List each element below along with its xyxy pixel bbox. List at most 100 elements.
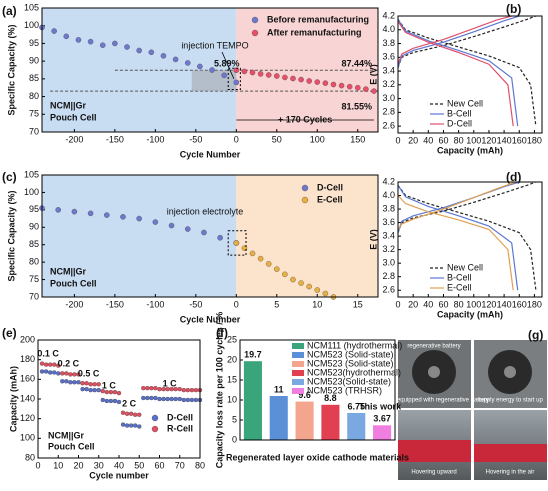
point bbox=[355, 84, 361, 91]
y-tick-label: 0 bbox=[232, 434, 237, 444]
note: injection electrolyte bbox=[167, 206, 244, 216]
legend-label: D-Cell bbox=[447, 118, 472, 128]
point bbox=[181, 397, 186, 403]
point bbox=[233, 67, 240, 73]
point bbox=[51, 28, 57, 34]
y-tick-label: 4.2 bbox=[382, 10, 395, 20]
legend-swatch bbox=[151, 414, 159, 422]
legend-swatch bbox=[292, 370, 304, 376]
x-tick-label: 60 bbox=[154, 460, 164, 470]
point bbox=[43, 369, 49, 374]
point bbox=[108, 389, 114, 395]
y-tick-label: 180 bbox=[20, 354, 35, 364]
point bbox=[120, 214, 126, 220]
y-axis-label: Capacity loss rate per 100 cycles / % bbox=[214, 312, 224, 469]
legend-label: Before remanufacturing bbox=[267, 14, 369, 24]
point bbox=[184, 226, 191, 232]
y-tick-label: 3.4 bbox=[382, 230, 395, 240]
photo-caption: regenerative battery bbox=[407, 344, 460, 350]
legend-swatch bbox=[292, 352, 304, 358]
point bbox=[160, 53, 167, 59]
y-tick-label: 3.8 bbox=[382, 203, 395, 213]
point bbox=[177, 396, 182, 402]
point bbox=[153, 386, 158, 391]
point bbox=[63, 33, 70, 40]
drone-hub bbox=[504, 366, 516, 378]
point bbox=[233, 240, 240, 246]
point bbox=[249, 69, 256, 76]
point bbox=[265, 72, 272, 78]
y-tick-label: 90 bbox=[29, 56, 39, 66]
point bbox=[217, 234, 223, 241]
point bbox=[128, 423, 134, 428]
x-tick-label: 100 bbox=[310, 134, 325, 144]
value-label: 8.8 bbox=[324, 393, 337, 403]
note: 81.55% bbox=[341, 101, 372, 111]
x-axis-label: Regenerated layer oxide cathode material… bbox=[226, 452, 409, 462]
point bbox=[153, 395, 158, 401]
point bbox=[193, 397, 199, 403]
point bbox=[96, 382, 101, 387]
y-tick-label: 3.0 bbox=[382, 93, 395, 103]
y-axis-label: E (V) bbox=[368, 64, 378, 85]
point bbox=[120, 422, 126, 427]
point bbox=[136, 47, 142, 54]
curve bbox=[397, 181, 516, 230]
point bbox=[257, 71, 264, 77]
panel-label: (c) bbox=[2, 170, 17, 184]
point bbox=[149, 395, 154, 401]
point bbox=[52, 362, 57, 367]
x-tick-label: 0 bbox=[395, 135, 400, 145]
x-tick-label: -100 bbox=[146, 299, 164, 309]
x-tick-label: -150 bbox=[106, 134, 124, 144]
note: 1 C bbox=[163, 378, 178, 388]
point bbox=[371, 88, 377, 94]
x-tick-label: 10 bbox=[312, 299, 322, 309]
point bbox=[306, 283, 312, 290]
drone-hub bbox=[428, 366, 440, 378]
point bbox=[157, 387, 162, 392]
x-tick-label: 100 bbox=[466, 299, 481, 309]
curve bbox=[397, 19, 537, 127]
point bbox=[152, 219, 159, 225]
bar bbox=[295, 401, 314, 440]
bar bbox=[373, 425, 392, 440]
x-axis-label: Capacity (mAh) bbox=[437, 145, 503, 155]
y-tick-label: 140 bbox=[20, 393, 35, 403]
highlight-box bbox=[191, 70, 237, 92]
point bbox=[112, 389, 118, 395]
point bbox=[322, 80, 329, 86]
value-label: 9.6 bbox=[298, 390, 311, 400]
y-tick-label: 70 bbox=[29, 126, 39, 136]
note: 1 C bbox=[102, 380, 117, 390]
y-tick-label: 100 bbox=[20, 433, 35, 443]
x-tick-label: 0 bbox=[234, 299, 239, 309]
y-tick-label: 4.0 bbox=[382, 190, 395, 200]
point bbox=[84, 381, 89, 386]
y-tick-label: 200 bbox=[20, 334, 35, 344]
point bbox=[76, 380, 81, 385]
point bbox=[56, 363, 61, 368]
x-tick-label: 0 bbox=[35, 460, 40, 470]
note: Pouch Cell bbox=[50, 112, 97, 122]
point bbox=[80, 381, 85, 386]
x-tick-label: 0 bbox=[395, 299, 400, 309]
legend-label: D-Cell bbox=[167, 412, 193, 422]
point bbox=[71, 208, 78, 215]
point bbox=[52, 370, 57, 375]
point bbox=[60, 371, 65, 376]
legend-swatch bbox=[151, 425, 159, 433]
curve bbox=[397, 185, 519, 291]
y-tick-label: 105 bbox=[24, 169, 39, 179]
photo-caption: Hovering upward bbox=[411, 470, 456, 476]
curve bbox=[397, 15, 520, 68]
point bbox=[48, 370, 53, 375]
x-tick-label: 20 bbox=[408, 299, 418, 309]
point bbox=[145, 386, 150, 391]
point bbox=[72, 380, 77, 385]
point bbox=[96, 387, 101, 393]
point bbox=[104, 389, 109, 395]
y-tick-label: 5 bbox=[232, 414, 237, 424]
point bbox=[68, 380, 73, 385]
x-tick-label: 160 bbox=[512, 299, 527, 309]
